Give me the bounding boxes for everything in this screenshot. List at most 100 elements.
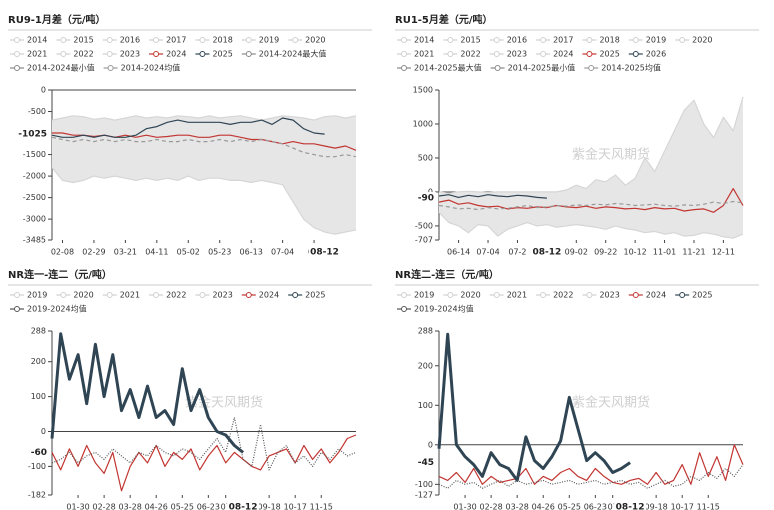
legend-item: 2019 [10, 291, 47, 300]
y-tick-label: -3485 [23, 236, 46, 245]
y-tick-label: -500 [28, 107, 46, 116]
chart-title: NR连二-连三（元/吨） [395, 268, 499, 281]
legend-label: 2020 [460, 291, 480, 300]
legend-label: 2024 [166, 50, 186, 59]
legend-label: 2014-2025均值 [601, 63, 661, 73]
y-tick-label: -2000 [23, 172, 46, 181]
x-tick-label: 09-22 [594, 248, 617, 257]
current-y-label: -1025 [18, 130, 47, 140]
chart-panel: NR连二-连三（元/吨） 2019 2020 2021 2022 2023 2024 2025… [395, 268, 759, 510]
legend-item: 2020 [288, 36, 326, 45]
legend-dot [292, 37, 299, 43]
x-tick-label: 10-17 [671, 503, 694, 510]
chart-panel: RU9-1月差（元/吨） 2014 2015 2016 2017 2018 2019 2020… [8, 13, 372, 258]
legend-item: 2022 [443, 50, 481, 59]
y-tick-label: 1000 [413, 119, 433, 128]
legend-dot [60, 37, 67, 43]
legend-dot [447, 51, 454, 57]
legend-dot [14, 65, 20, 71]
current-y-label: -60 [31, 448, 47, 458]
legend-dot [540, 292, 547, 298]
legend-dot [245, 51, 252, 57]
legend-dot [401, 37, 407, 43]
current-x-label: 08-12 [616, 503, 645, 510]
legend-item: 2023 [102, 50, 140, 59]
legend-item: 2020 [675, 36, 713, 45]
legend-label: 2014 [27, 36, 47, 45]
legend-item: 2015 [56, 36, 94, 45]
legend-item: 2017 [149, 36, 186, 45]
legend-item: 2025 [675, 291, 713, 300]
y-tick-label: -182 [28, 491, 46, 500]
legend-label: 2026 [646, 50, 666, 59]
legend-label: 2022 [166, 291, 186, 300]
legend-label: 2021 [507, 291, 527, 300]
legend-dot [586, 292, 593, 298]
legend-item: 2026 [628, 50, 666, 59]
x-tick-label: 11-21 [682, 248, 705, 257]
y-tick-label: 1500 [413, 86, 433, 95]
x-tick-label: 12-11 [712, 248, 735, 257]
x-tick-label: 07 [608, 503, 618, 510]
y-tick-label: -127 [415, 491, 433, 500]
series-line [438, 194, 547, 199]
legend-label: 2019 [259, 36, 279, 45]
x-tick-label: 06-13 [240, 248, 263, 257]
legend-item: 2019-2024均值 [397, 304, 474, 314]
legend-item: 2020 [443, 291, 481, 300]
legend-dot [153, 37, 160, 43]
x-tick-label: 02-28 [479, 503, 502, 510]
legend-dot [106, 51, 113, 57]
legend-dot [245, 292, 252, 298]
current-x-label: 08-12 [229, 503, 258, 510]
legend-dot [586, 37, 593, 43]
x-tick-label: 03-28 [506, 503, 529, 510]
legend-item: 2017 [536, 36, 573, 45]
current-y-label: -90 [418, 194, 434, 204]
legend-label: 2022 [553, 291, 573, 300]
legend-dot [401, 292, 407, 298]
x-tick-label: 07 [221, 503, 231, 510]
legend-dot [447, 292, 454, 298]
legend-label: 2014-2025最小值 [508, 63, 576, 73]
current-x-bg [227, 500, 260, 510]
current-y-bg [405, 192, 436, 205]
series-line [51, 115, 357, 121]
series-line [51, 167, 357, 235]
y-tick-label: 500 [418, 153, 433, 162]
legend-dot [60, 51, 67, 57]
y-tick-label: -100 [28, 462, 46, 471]
legend-label: 2024 [553, 50, 573, 59]
y-tick-label: 0 [428, 440, 433, 449]
legend-label: 2022 [460, 50, 480, 59]
legend-dot [632, 292, 639, 298]
legend-label: 2017 [553, 36, 573, 45]
series-line [438, 211, 744, 239]
legend-label: 2021 [414, 50, 434, 59]
legend-dot [153, 292, 160, 298]
legend-item: 2019 [241, 36, 279, 45]
legend-label: 2015 [73, 36, 93, 45]
legend-label: 2014-2024最大值 [259, 49, 327, 59]
x-tick-label: 02-28 [92, 503, 115, 510]
watermark: 紫金天风期货 [572, 395, 650, 411]
chart-title: RU9-1月差（元/吨） [8, 13, 106, 26]
legend-dot [153, 51, 160, 57]
current-y-bg [18, 128, 49, 141]
legend-item: 2014-2024均值 [103, 63, 180, 73]
current-x-bg [308, 245, 341, 258]
x-tick-label: 03-21 [114, 248, 137, 257]
x-tick-label: 06-14 [447, 248, 470, 257]
legend-dot [106, 292, 113, 298]
legend-item: 2022 [149, 291, 186, 300]
legend-label: 2025 [599, 50, 619, 59]
legend-item: 2014-2025均值 [584, 63, 661, 73]
legend-item: 2019-2024均值 [10, 304, 87, 314]
current-x-label: 08-12 [310, 248, 339, 258]
x-tick-label: 05-25 [558, 503, 581, 510]
chart-panel: RU1-5月差（元/吨） 2014 2015 2016 2017 2018 2019 2020… [395, 13, 759, 258]
series-line [438, 188, 744, 213]
x-tick-label: 11-15 [697, 503, 720, 510]
x-tick-label: 03-28 [119, 503, 142, 510]
legend-item: 2019 [628, 36, 666, 45]
